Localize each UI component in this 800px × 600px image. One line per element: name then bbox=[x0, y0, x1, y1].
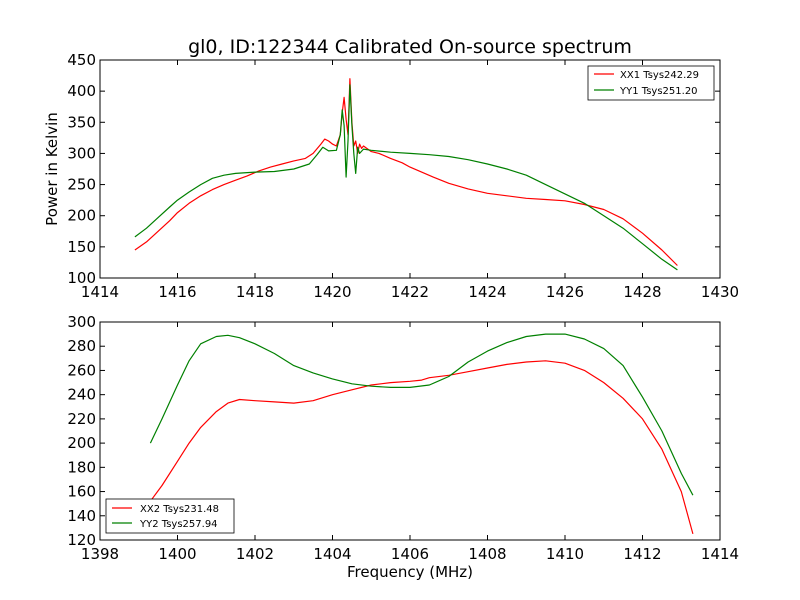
bottom-ytick-label: 280 bbox=[67, 337, 96, 355]
bottom-xtick-label: 1412 bbox=[623, 545, 661, 563]
top-ytick-label: 150 bbox=[67, 238, 96, 256]
bottom-ytick-label: 240 bbox=[67, 386, 96, 404]
bottom-xtick-label: 1414 bbox=[701, 545, 739, 563]
legend-label-yy1: YY1 Tsys251.20 bbox=[619, 86, 698, 97]
top-ytick-label: 200 bbox=[67, 207, 96, 225]
bottom-plot-lines bbox=[149, 333, 694, 535]
bottom-plot-legend: XX2 Tsys231.48 YY2 Tsys257.94 bbox=[105, 498, 235, 534]
bottom-ytick-label: 260 bbox=[67, 361, 96, 379]
bottom-plot-ticks: 1398 1400 1402 1404 1406 1408 1410 1412 1414 120 1… bbox=[67, 313, 739, 563]
top-xtick-label: 1420 bbox=[313, 283, 351, 301]
figure-title: gl0, ID:122344 Calibrated On-source spec… bbox=[188, 36, 632, 58]
top-xtick-label: 1418 bbox=[236, 283, 274, 301]
bottom-ytick-label: 120 bbox=[67, 531, 96, 549]
legend-label-xx1: XX1 Tsys242.29 bbox=[620, 70, 699, 81]
top-xtick-label: 1426 bbox=[546, 283, 584, 301]
bottom-ytick-label: 160 bbox=[67, 483, 96, 501]
top-xtick-label: 1414 bbox=[81, 283, 119, 301]
bottom-xtick-label: 1398 bbox=[81, 545, 119, 563]
bottom-ytick-label: 180 bbox=[67, 458, 96, 476]
top-plot-legend: XX1 Tsys242.29 YY1 Tsys251.20 bbox=[587, 65, 715, 101]
top-series-line-1 bbox=[134, 78, 678, 266]
bottom-ytick-label: 300 bbox=[67, 313, 96, 331]
top-ytick-label: 450 bbox=[67, 51, 96, 69]
bottom-xtick-label: 1400 bbox=[158, 545, 196, 563]
bottom-xtick-label: 1404 bbox=[313, 545, 351, 563]
top-ytick-label: 400 bbox=[67, 82, 96, 100]
legend-label-yy2: YY2 Tsys257.94 bbox=[139, 519, 218, 530]
bottom-xtick-label: 1406 bbox=[391, 545, 429, 563]
top-ytick-label: 250 bbox=[67, 176, 96, 194]
bottom-xtick-label: 1410 bbox=[546, 545, 584, 563]
legend-label-xx2: XX2 Tsys231.48 bbox=[140, 504, 219, 515]
top-xtick-label: 1416 bbox=[158, 283, 196, 301]
top-ytick-label: 300 bbox=[67, 144, 96, 162]
top-series-line-2 bbox=[134, 84, 678, 271]
bottom-ytick-label: 220 bbox=[67, 410, 96, 428]
top-plot-lines bbox=[134, 78, 678, 271]
top-ytick-label: 350 bbox=[67, 113, 96, 131]
bottom-series-line-2 bbox=[149, 333, 694, 496]
bottom-plot: 1398 1400 1402 1404 1406 1408 1410 1412 1414 120 1… bbox=[67, 313, 739, 581]
bottom-xtick-label: 1408 bbox=[468, 545, 506, 563]
bottom-xtick-label: 1402 bbox=[236, 545, 274, 563]
legend-box bbox=[105, 498, 235, 534]
top-plot-ylabel: Power in Kelvin bbox=[43, 112, 61, 226]
bottom-ytick-label: 140 bbox=[67, 507, 96, 525]
legend-box bbox=[587, 65, 715, 101]
bottom-series-line-1 bbox=[149, 360, 694, 535]
bottom-ytick-label: 200 bbox=[67, 434, 96, 452]
bottom-plot-xlabel: Frequency (MHz) bbox=[347, 563, 473, 581]
top-plot: 1414 1416 1418 1420 1422 1424 1426 1428 1430 100 1… bbox=[43, 51, 739, 301]
top-xtick-label: 1422 bbox=[391, 283, 429, 301]
top-xtick-label: 1430 bbox=[701, 283, 739, 301]
top-plot-ticks: 1414 1416 1418 1420 1422 1424 1426 1428 1430 100 1… bbox=[67, 51, 739, 301]
top-ytick-label: 100 bbox=[67, 269, 96, 287]
top-xtick-label: 1424 bbox=[468, 283, 506, 301]
top-xtick-label: 1428 bbox=[623, 283, 661, 301]
